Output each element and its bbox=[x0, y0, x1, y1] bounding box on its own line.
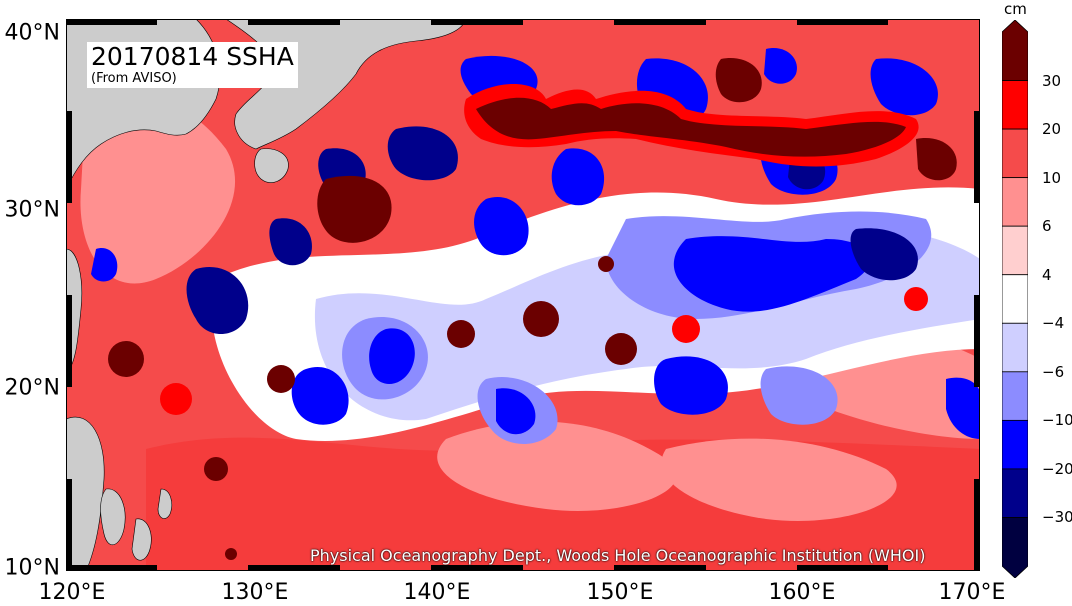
frame-tick-segment bbox=[66, 479, 72, 571]
colorbar-band bbox=[1002, 20, 1028, 81]
colorbar-label: 10 bbox=[1042, 168, 1062, 187]
colorbar-label: −4 bbox=[1042, 314, 1065, 333]
colorbar-label: −20 bbox=[1042, 459, 1072, 478]
frame-tick-segment bbox=[431, 565, 523, 571]
lat-tick-label: 20°N bbox=[4, 375, 60, 401]
colorbar-label: 6 bbox=[1042, 217, 1052, 236]
colorbar-label: −10 bbox=[1042, 411, 1072, 430]
lon-tick-label: 170°E bbox=[938, 580, 1006, 605]
positive-eddies bbox=[108, 256, 928, 560]
colorbar-band bbox=[1002, 80, 1028, 130]
frame-tick-segment bbox=[614, 19, 706, 25]
colorbar-band bbox=[1002, 517, 1028, 578]
lat-tick-label: 10°N bbox=[4, 555, 60, 581]
ssha-map-svg bbox=[66, 19, 980, 571]
frame-tick-segment bbox=[797, 19, 888, 25]
frame-tick-segment bbox=[974, 479, 980, 571]
colorbar-band bbox=[1002, 177, 1028, 227]
frame-tick-segment bbox=[431, 19, 523, 25]
colorbar-label: 20 bbox=[1042, 120, 1062, 139]
frame-tick-segment bbox=[614, 565, 706, 571]
lon-tick-label: 120°E bbox=[38, 580, 106, 605]
lon-tick-label: 150°E bbox=[586, 580, 654, 605]
frame-tick-segment bbox=[797, 565, 888, 571]
colorbar bbox=[1002, 20, 1028, 578]
kuroshio-positive-band bbox=[317, 58, 957, 243]
colorbar-band bbox=[1002, 274, 1028, 324]
frame-tick-segment bbox=[974, 295, 980, 387]
frame-tick-segment bbox=[66, 295, 72, 387]
frame-tick-segment bbox=[66, 565, 157, 571]
colorbar-band bbox=[1002, 371, 1028, 421]
colorbar-band bbox=[1002, 468, 1028, 518]
colorbar-label: −30 bbox=[1042, 508, 1072, 527]
map-credit: Physical Oceanography Dept., Woods Hole … bbox=[310, 546, 926, 565]
colorbar-label: 4 bbox=[1042, 265, 1052, 284]
colorbar-unit: cm bbox=[1004, 0, 1027, 18]
map-subtitle: (From AVISO) bbox=[91, 71, 177, 86]
lon-tick-label: 160°E bbox=[768, 580, 836, 605]
frame-tick-segment bbox=[248, 19, 340, 25]
colorbar-band bbox=[1002, 322, 1028, 373]
colorbar-band bbox=[1002, 128, 1028, 179]
lon-tick-label: 130°E bbox=[221, 580, 289, 605]
colorbar-band bbox=[1002, 419, 1028, 470]
colorbar-label: −6 bbox=[1042, 362, 1065, 381]
colorbar-band bbox=[1002, 225, 1028, 276]
map-title-box: 20170814 SSHA (From AVISO) bbox=[87, 42, 298, 88]
colorbar-label: 30 bbox=[1042, 71, 1062, 90]
frame-tick-segment bbox=[66, 111, 72, 203]
frame-tick-segment bbox=[974, 111, 980, 203]
frame-ticks bbox=[66, 19, 980, 571]
colorbar-bands bbox=[1002, 20, 1028, 578]
lat-tick-label: 30°N bbox=[4, 197, 60, 223]
ssha-map bbox=[66, 19, 980, 571]
map-title: 20170814 SSHA bbox=[91, 42, 294, 71]
frame-tick-segment bbox=[248, 565, 340, 571]
frame-tick-segment bbox=[66, 19, 157, 25]
lat-tick-label: 40°N bbox=[4, 20, 60, 46]
lon-tick-label: 140°E bbox=[403, 580, 471, 605]
